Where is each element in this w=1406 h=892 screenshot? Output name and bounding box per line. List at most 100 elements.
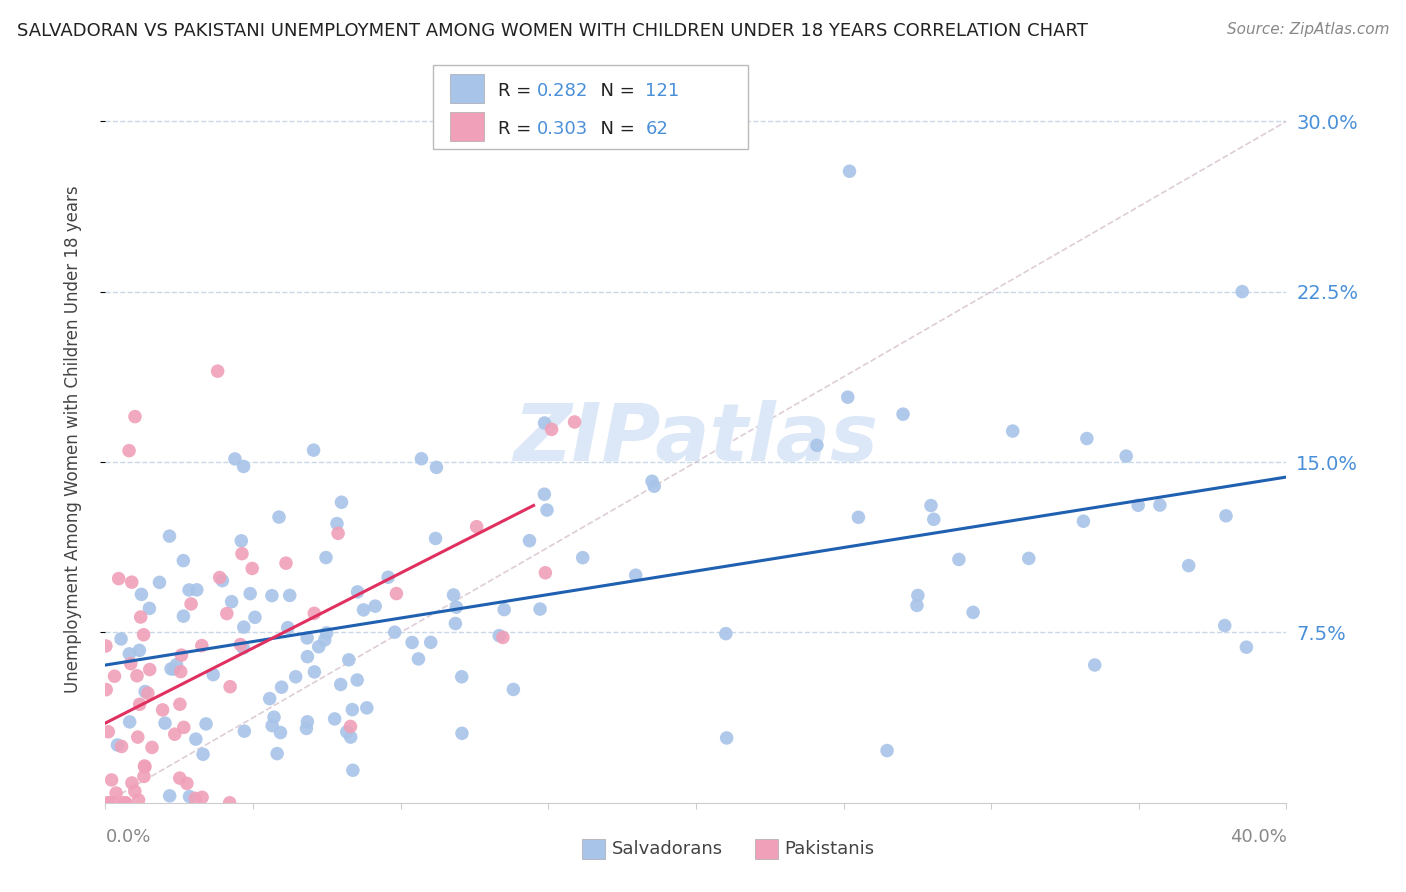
Point <box>184 791 207 805</box>
Point <box>127 730 149 744</box>
Point <box>107 738 129 752</box>
Point <box>169 698 191 712</box>
Point <box>170 665 193 679</box>
Point <box>101 796 124 810</box>
Point <box>118 714 141 729</box>
Point <box>128 643 150 657</box>
Point <box>891 407 914 421</box>
Point <box>529 602 551 616</box>
Point <box>339 719 361 733</box>
Point <box>494 602 516 616</box>
Point <box>425 460 447 475</box>
Point <box>267 510 290 524</box>
Point <box>643 479 665 493</box>
Point <box>184 732 207 747</box>
Point <box>125 669 148 683</box>
Point <box>446 600 468 615</box>
Point <box>314 632 336 647</box>
Point <box>233 724 256 739</box>
Point <box>134 684 156 698</box>
Point <box>342 764 364 778</box>
Point <box>540 422 562 436</box>
Point <box>342 703 364 717</box>
Point <box>315 550 337 565</box>
Point <box>138 601 160 615</box>
Point <box>163 727 186 741</box>
Y-axis label: Unemployment Among Women with Children Under 18 years: Unemployment Among Women with Children U… <box>63 186 82 693</box>
Point <box>120 657 142 671</box>
Point <box>339 730 361 744</box>
Text: 62: 62 <box>645 120 668 137</box>
Point <box>195 717 218 731</box>
Point <box>266 747 288 761</box>
Point <box>169 771 191 785</box>
Point <box>326 516 349 531</box>
Point <box>443 588 465 602</box>
Point <box>1128 498 1150 512</box>
Point <box>231 533 253 548</box>
Point <box>336 724 359 739</box>
Point <box>948 552 970 566</box>
Point <box>848 510 870 524</box>
Point <box>297 714 319 729</box>
Point <box>118 647 141 661</box>
Point <box>962 605 984 619</box>
Point <box>96 682 118 697</box>
Point <box>922 512 945 526</box>
Point <box>838 164 860 178</box>
Point <box>450 670 472 684</box>
Point <box>425 532 447 546</box>
Point <box>159 529 181 543</box>
Point <box>297 649 319 664</box>
Point <box>295 722 318 736</box>
Point <box>129 610 152 624</box>
Point <box>239 586 262 600</box>
Point <box>170 648 193 662</box>
Point <box>326 526 349 541</box>
Point <box>337 653 360 667</box>
Point <box>284 670 307 684</box>
Point <box>262 719 284 733</box>
Point <box>502 682 524 697</box>
Point <box>172 554 194 568</box>
Point <box>806 438 828 452</box>
Point <box>176 776 198 790</box>
Point <box>172 609 194 624</box>
Point <box>243 610 266 624</box>
Text: 0.282: 0.282 <box>537 82 589 100</box>
Point <box>315 626 337 640</box>
Point <box>837 390 859 404</box>
Point <box>134 759 156 773</box>
Point <box>411 451 433 466</box>
Point <box>920 499 942 513</box>
Point <box>186 582 208 597</box>
Point <box>329 677 352 691</box>
Text: 0.0%: 0.0% <box>105 828 150 846</box>
Point <box>224 451 246 466</box>
Point <box>451 726 474 740</box>
Point <box>385 586 408 600</box>
Point <box>492 631 515 645</box>
Point <box>346 673 368 687</box>
Point <box>100 772 122 787</box>
Point <box>132 628 155 642</box>
Text: N =: N = <box>589 120 641 137</box>
Point <box>118 443 141 458</box>
Point <box>153 716 176 731</box>
Point <box>519 533 541 548</box>
Point <box>110 739 132 754</box>
Point <box>148 575 170 590</box>
Point <box>278 589 301 603</box>
Point <box>163 662 186 676</box>
Point <box>1149 498 1171 512</box>
Point <box>259 691 281 706</box>
Point <box>907 589 929 603</box>
Point <box>408 652 430 666</box>
Text: Salvadorans: Salvadorans <box>612 840 723 858</box>
Point <box>207 364 229 378</box>
Point <box>377 570 399 584</box>
Point <box>180 597 202 611</box>
Text: N =: N = <box>589 82 641 100</box>
Point <box>124 409 146 424</box>
Point <box>364 599 387 614</box>
